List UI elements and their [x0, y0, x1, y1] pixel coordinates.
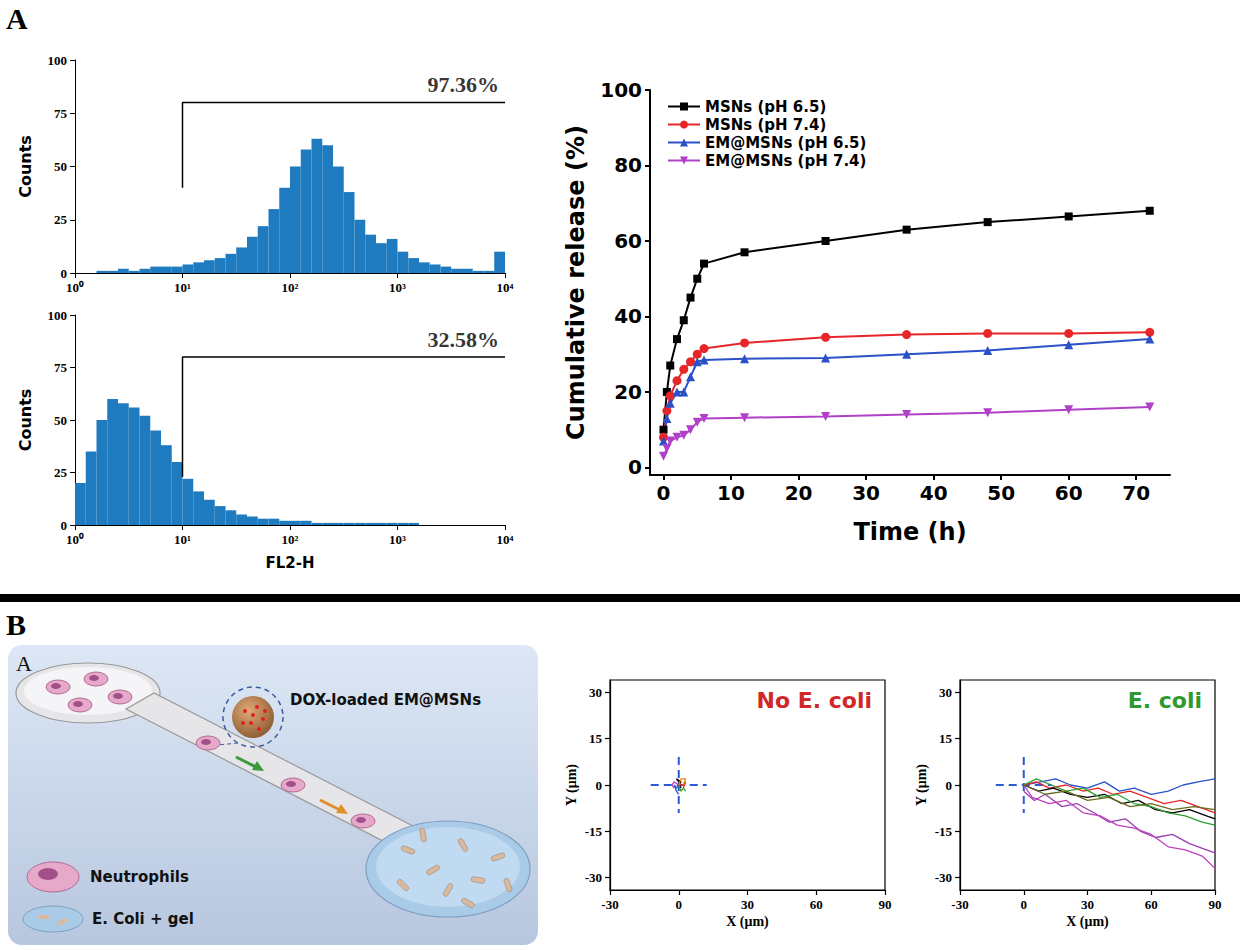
svg-text:50: 50: [54, 413, 67, 428]
svg-text:0: 0: [657, 481, 671, 505]
html-text:B: B: [6, 608, 26, 641]
svg-text:75: 75: [54, 106, 68, 121]
svg-text:-30: -30: [935, 870, 952, 885]
svg-text:30: 30: [589, 685, 602, 700]
svg-text:25: 25: [54, 212, 68, 227]
svg-text:0: 0: [946, 778, 953, 793]
svg-text:A: A: [16, 651, 32, 676]
svg-text:Counts: Counts: [16, 135, 35, 198]
svg-text:10¹: 10¹: [174, 532, 191, 547]
svg-text:E. coli: E. coli: [1128, 688, 1202, 713]
svg-text:70: 70: [1122, 481, 1150, 505]
svg-text:10²: 10²: [282, 280, 299, 295]
svg-text:90: 90: [879, 897, 892, 912]
svg-text:EM@MSNs (pH 7.4): EM@MSNs (pH 7.4): [705, 152, 866, 170]
svg-text:15: 15: [939, 731, 953, 746]
svg-text:FL2-H: FL2-H: [265, 554, 314, 572]
svg-text:Y (μm): Y (μm): [564, 764, 580, 806]
svg-text:100: 100: [48, 53, 68, 68]
svg-text:Y (μm): Y (μm): [914, 764, 930, 806]
svg-text:-30: -30: [585, 870, 602, 885]
svg-text:-30: -30: [951, 897, 968, 912]
svg-text:25: 25: [54, 465, 68, 480]
svg-text:30: 30: [939, 685, 952, 700]
svg-text:MSNs (pH 7.4): MSNs (pH 7.4): [705, 116, 826, 134]
svg-text:0: 0: [61, 266, 68, 281]
svg-text:75: 75: [54, 360, 68, 375]
svg-text:10⁰: 10⁰: [66, 532, 84, 547]
svg-text:30: 30: [741, 897, 754, 912]
svg-text:60: 60: [810, 897, 823, 912]
svg-text:10⁴: 10⁴: [497, 280, 514, 295]
svg-text:MSNs (pH 6.5): MSNs (pH 6.5): [705, 98, 826, 116]
svg-text:Neutrophils: Neutrophils: [90, 868, 189, 886]
svg-text:40: 40: [614, 304, 642, 328]
svg-text:97.36%: 97.36%: [428, 72, 500, 97]
svg-text:0: 0: [61, 518, 68, 533]
svg-text:100: 100: [600, 78, 642, 102]
svg-text:DOX-loaded EM@MSNs: DOX-loaded EM@MSNs: [290, 691, 481, 709]
svg-text:10¹: 10¹: [174, 280, 191, 295]
svg-text:40: 40: [920, 481, 948, 505]
svg-text:50: 50: [987, 481, 1015, 505]
html-text:A: A: [6, 2, 28, 35]
svg-text:15: 15: [589, 731, 603, 746]
svg-text:20: 20: [614, 380, 642, 404]
svg-text:32.58%: 32.58%: [428, 327, 500, 352]
svg-text:Counts: Counts: [16, 389, 35, 452]
svg-text:10: 10: [717, 481, 745, 505]
svg-text:0: 0: [1021, 897, 1028, 912]
svg-text:-30: -30: [601, 897, 618, 912]
svg-text:30: 30: [852, 481, 880, 505]
svg-text:-15: -15: [585, 824, 603, 839]
svg-text:50: 50: [54, 159, 67, 174]
svg-text:0: 0: [628, 455, 642, 479]
svg-text:10³: 10³: [389, 280, 406, 295]
svg-text:Cumulative release (%): Cumulative release (%): [562, 125, 590, 440]
svg-text:X (μm): X (μm): [726, 914, 769, 930]
svg-text:60: 60: [1055, 481, 1083, 505]
svg-text:90: 90: [1209, 897, 1222, 912]
svg-text:E. Coli + gel: E. Coli + gel: [92, 910, 194, 928]
svg-text:80: 80: [614, 153, 642, 177]
svg-text:10³: 10³: [389, 532, 406, 547]
svg-text:10⁴: 10⁴: [497, 532, 514, 547]
svg-text:60: 60: [1145, 897, 1158, 912]
svg-text:10⁰: 10⁰: [66, 280, 84, 295]
svg-text:0: 0: [596, 778, 603, 793]
svg-text:60: 60: [614, 229, 642, 253]
svg-text:10²: 10²: [282, 532, 299, 547]
svg-text:Time (h): Time (h): [853, 518, 966, 546]
svg-text:X (μm): X (μm): [1066, 914, 1109, 930]
svg-text:30: 30: [1081, 897, 1094, 912]
svg-text:0: 0: [676, 897, 683, 912]
svg-text:20: 20: [785, 481, 813, 505]
svg-text:-15: -15: [935, 824, 953, 839]
svg-text:100: 100: [48, 308, 68, 323]
svg-text:No E. coli: No E. coli: [757, 688, 872, 713]
svg-text:EM@MSNs (pH 6.5): EM@MSNs (pH 6.5): [705, 134, 866, 152]
